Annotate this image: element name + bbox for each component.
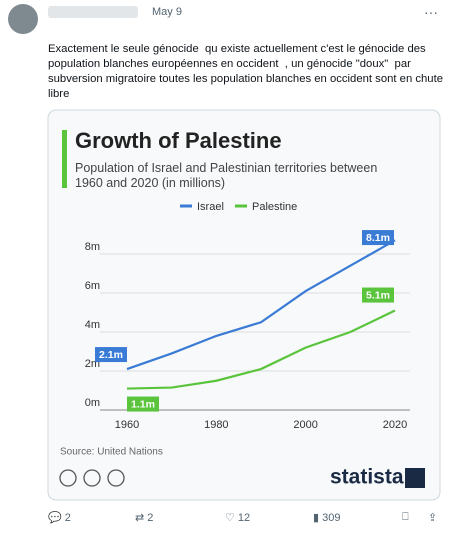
data-label: 2.1m xyxy=(99,349,123,361)
chart-subtitle: Population of Israel and Palestinian ter… xyxy=(75,161,377,190)
post-text: Exactement le seule génocide qu existe a… xyxy=(48,43,447,100)
like-button[interactable]: ♡ 12 xyxy=(225,512,251,524)
data-label-box xyxy=(362,287,394,303)
brand: statista xyxy=(330,466,404,489)
reply-count: 2 xyxy=(64,512,71,524)
repost-button[interactable]: ⇄ 2 xyxy=(135,512,154,524)
date[interactable]: May 9 xyxy=(152,6,182,18)
avatar[interactable] xyxy=(8,4,38,34)
repost-count: 2 xyxy=(147,512,154,524)
like-count: 12 xyxy=(237,512,251,524)
data-label: 1.1m xyxy=(131,398,155,410)
author-name[interactable] xyxy=(48,6,138,18)
data-label-box xyxy=(362,230,394,246)
data-label-box xyxy=(127,396,159,412)
y-tick-label: 8m xyxy=(85,241,100,253)
view-count: 309 xyxy=(322,512,341,524)
more-menu[interactable]: ··· xyxy=(424,4,438,20)
y-tick-label: 6m xyxy=(85,280,100,292)
y-tick-label: 4m xyxy=(85,319,100,331)
data-label: 8.1m xyxy=(366,232,390,244)
data-label: 5.1m xyxy=(366,289,390,301)
chart-title: Growth of Palestine xyxy=(75,128,282,153)
series-line xyxy=(126,239,396,371)
x-tick-label: 1960 xyxy=(115,419,139,431)
legend-label: Palestine xyxy=(252,201,297,213)
reply-button[interactable]: 💬 2 xyxy=(48,512,71,524)
series-line xyxy=(126,309,396,390)
legend-label: Israel xyxy=(197,201,224,213)
x-tick-label: 2020 xyxy=(383,419,407,431)
source: Source: United Nations xyxy=(60,447,163,458)
y-tick-label: 0m xyxy=(85,397,100,409)
data-label-box xyxy=(95,347,127,363)
bookmark-button[interactable]: ⎕ xyxy=(402,511,409,523)
share-button[interactable]: ⇪ xyxy=(428,512,438,524)
x-tick-label: 2000 xyxy=(293,419,317,431)
title-bar xyxy=(62,130,67,188)
license-icons xyxy=(59,469,125,487)
x-tick-label: 1980 xyxy=(204,419,228,431)
brand-icon xyxy=(405,468,425,488)
views-button[interactable]: ▮ 309 xyxy=(313,512,341,524)
